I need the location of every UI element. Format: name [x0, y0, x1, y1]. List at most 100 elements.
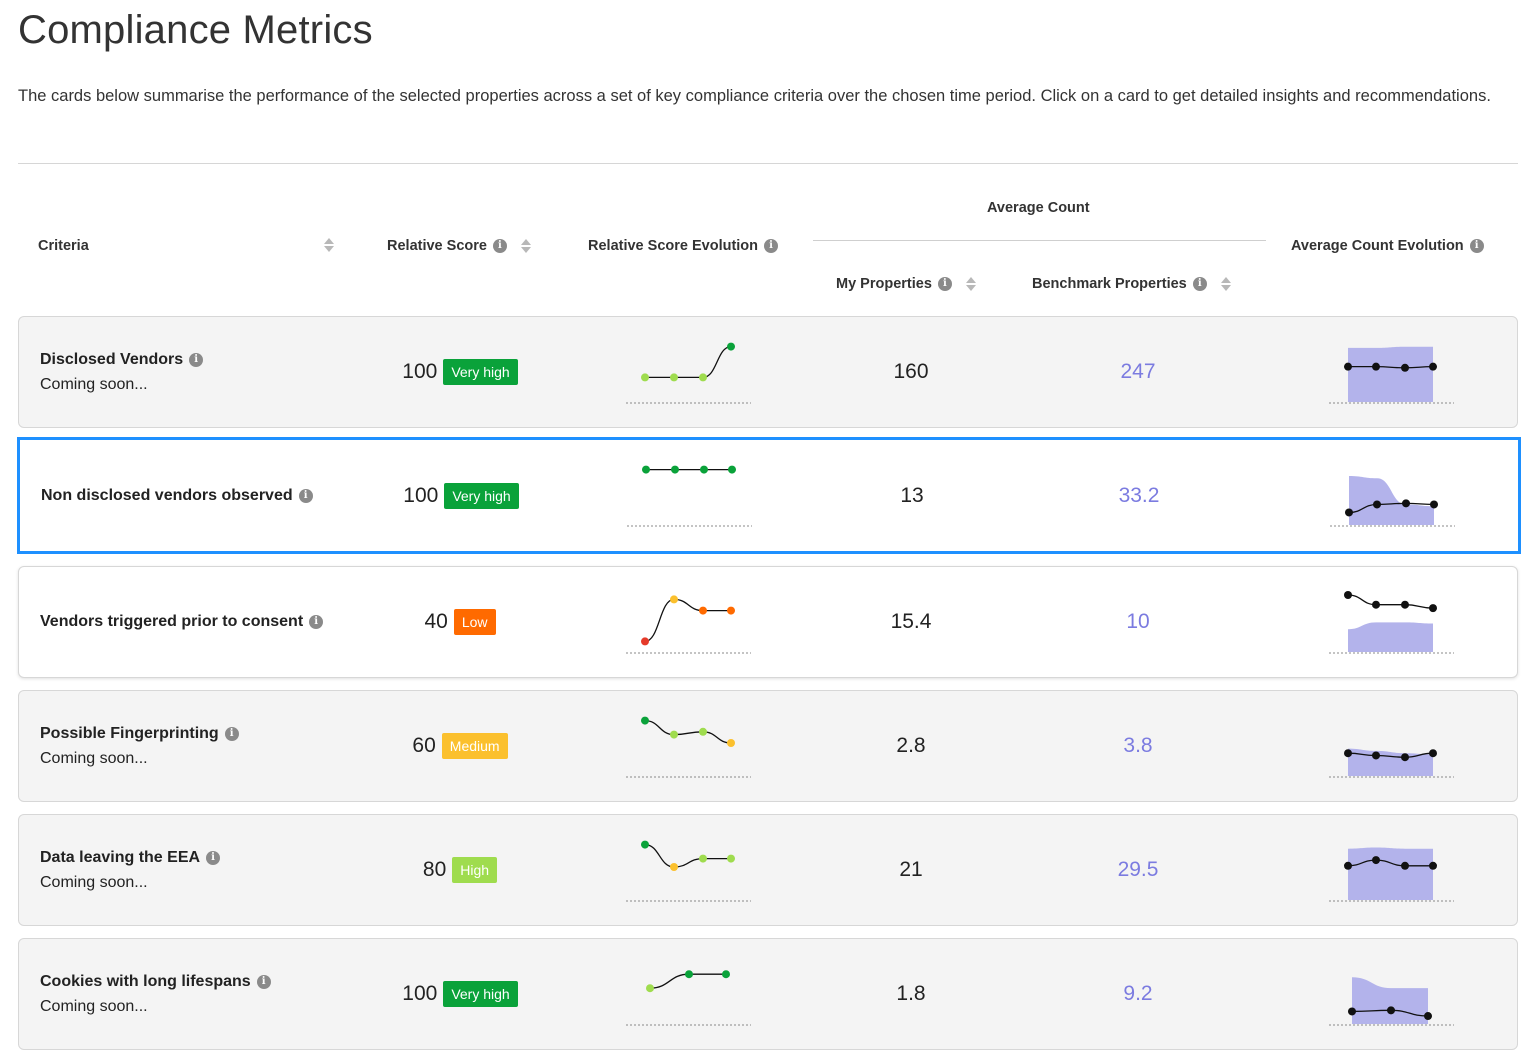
my-properties-point	[1429, 362, 1437, 371]
criteria-card[interactable]: Disclosed Vendors i Coming soon... 100 V…	[18, 316, 1518, 428]
sort-icon[interactable]	[520, 239, 531, 253]
header-my-properties[interactable]: My Properties i	[836, 276, 976, 292]
page-title: Compliance Metrics	[18, 8, 373, 52]
criteria-card[interactable]: Vendors triggered prior to consent i 40 …	[18, 566, 1518, 678]
my-properties-point	[1429, 604, 1437, 613]
criteria-sort-icon[interactable]	[324, 238, 334, 252]
my-properties-value: 2.8	[896, 734, 926, 757]
my-properties-point	[1402, 499, 1410, 508]
criteria-cell: Non disclosed vendors observed i	[41, 440, 313, 551]
my-properties-line	[1347, 859, 1433, 867]
sparkline-point	[641, 373, 649, 382]
info-icon[interactable]: i	[224, 726, 239, 741]
rating-badge: High	[452, 857, 498, 883]
sparkline-point	[671, 465, 679, 474]
relative-score-sparkline	[623, 317, 753, 427]
sparkline-point	[699, 727, 707, 736]
info-icon[interactable]: i	[189, 352, 204, 367]
my-properties-value: 21	[899, 858, 923, 881]
sparkline-point	[727, 342, 735, 351]
my-properties-point	[1401, 363, 1409, 372]
relative-score-sparkline	[623, 939, 753, 1049]
rating-badge: Very high	[443, 981, 518, 1007]
criteria-card[interactable]: Data leaving the EEA i Coming soon... 80…	[18, 814, 1518, 926]
my-properties-point	[1373, 500, 1381, 509]
my-properties-value: 15.4	[890, 610, 932, 633]
count-area-svg	[1329, 748, 1454, 778]
my-properties-value: 160	[893, 360, 929, 383]
relative-score-sparkline	[623, 567, 753, 677]
header-average-count: Average Count	[987, 200, 1090, 216]
header-benchmark-properties[interactable]: Benchmark Properties i	[1032, 276, 1231, 292]
info-icon[interactable]: i	[1469, 239, 1484, 253]
relative-score-cell: 40 Low	[395, 567, 525, 677]
my-properties-line	[1348, 502, 1435, 514]
relative-score-cell: 100 Very high	[396, 440, 526, 551]
my-properties-point	[1372, 751, 1380, 760]
relative-score-sparkline	[623, 815, 753, 925]
sparkline-point	[670, 730, 678, 739]
header-criteria[interactable]: Criteria	[38, 238, 89, 254]
my-properties-line	[1347, 594, 1434, 609]
my-properties-point	[1401, 861, 1409, 870]
header-relative-score-evolution-label: Relative Score Evolution	[588, 238, 759, 254]
average-count-chart	[1328, 815, 1458, 925]
benchmark-area	[1348, 847, 1433, 900]
criteria-card[interactable]: Possible Fingerprinting i Coming soon...…	[18, 690, 1518, 802]
relative-score-value: 100	[402, 982, 438, 1005]
count-area-svg	[1329, 346, 1454, 404]
info-icon[interactable]: i	[1192, 277, 1207, 291]
score-sparkline-svg	[626, 716, 751, 778]
criteria-name: Data leaving the EEA	[40, 848, 201, 866]
sparkline-line	[644, 843, 731, 868]
count-area-svg	[1329, 847, 1454, 902]
score-sparkline-svg	[626, 342, 751, 404]
criteria-name: Possible Fingerprinting	[40, 724, 219, 742]
my-properties-point	[1344, 591, 1352, 599]
my-properties-line	[1347, 752, 1434, 758]
header-relative-score[interactable]: Relative Score i	[387, 238, 531, 254]
info-icon[interactable]: i	[298, 488, 313, 503]
sparkline-point	[727, 606, 735, 615]
criteria-card[interactable]: Cookies with long lifespans i Coming soo…	[18, 938, 1518, 1050]
score-sparkline-svg	[626, 595, 751, 654]
sparkline-point	[641, 840, 649, 849]
relative-score-value: 80	[422, 858, 447, 881]
header-group-divider	[813, 240, 1266, 241]
sparkline-point	[641, 637, 649, 646]
average-count-chart	[1328, 939, 1458, 1049]
sparkline-line	[644, 345, 732, 379]
relative-score-sparkline	[623, 691, 753, 801]
sort-icon[interactable]	[965, 277, 976, 291]
my-properties-point	[1429, 861, 1437, 870]
criteria-card[interactable]: Non disclosed vendors observed i 100 Ver…	[17, 437, 1521, 554]
relative-score-sparkline	[624, 440, 754, 551]
benchmark-area	[1348, 748, 1433, 776]
info-icon[interactable]: i	[492, 239, 507, 253]
criteria-cell: Vendors triggered prior to consent i	[40, 567, 324, 677]
info-icon[interactable]: i	[764, 239, 779, 253]
score-sparkline-svg	[627, 465, 752, 527]
sparkline-line	[644, 598, 731, 643]
sort-icon[interactable]	[1220, 277, 1231, 291]
criteria-name: Disclosed Vendors	[40, 350, 184, 368]
rating-badge: Medium	[441, 733, 508, 759]
sparkline-point	[685, 970, 693, 979]
sparkline-point	[727, 854, 735, 863]
benchmark-value: 3.8	[1123, 734, 1153, 757]
page-intro: The cards below summarise the performanc…	[18, 87, 1491, 105]
sparkline-point	[722, 970, 730, 979]
score-sparkline-svg	[626, 970, 751, 1026]
header-relative-score-evolution: Relative Score Evolution i	[588, 238, 779, 254]
info-icon[interactable]: i	[206, 850, 221, 865]
my-properties-point	[1348, 1007, 1356, 1016]
criteria-name-wrap: Cookies with long lifespans i	[40, 973, 271, 991]
criteria-name: Vendors triggered prior to consent	[40, 613, 304, 630]
info-icon[interactable]: i	[309, 615, 324, 629]
sparkline-point	[728, 465, 736, 474]
info-icon[interactable]: i	[256, 974, 271, 989]
sparkline-point	[727, 739, 735, 747]
relative-score-value: 100	[403, 483, 439, 507]
header-criteria-label: Criteria	[38, 238, 89, 254]
info-icon[interactable]: i	[937, 277, 952, 291]
